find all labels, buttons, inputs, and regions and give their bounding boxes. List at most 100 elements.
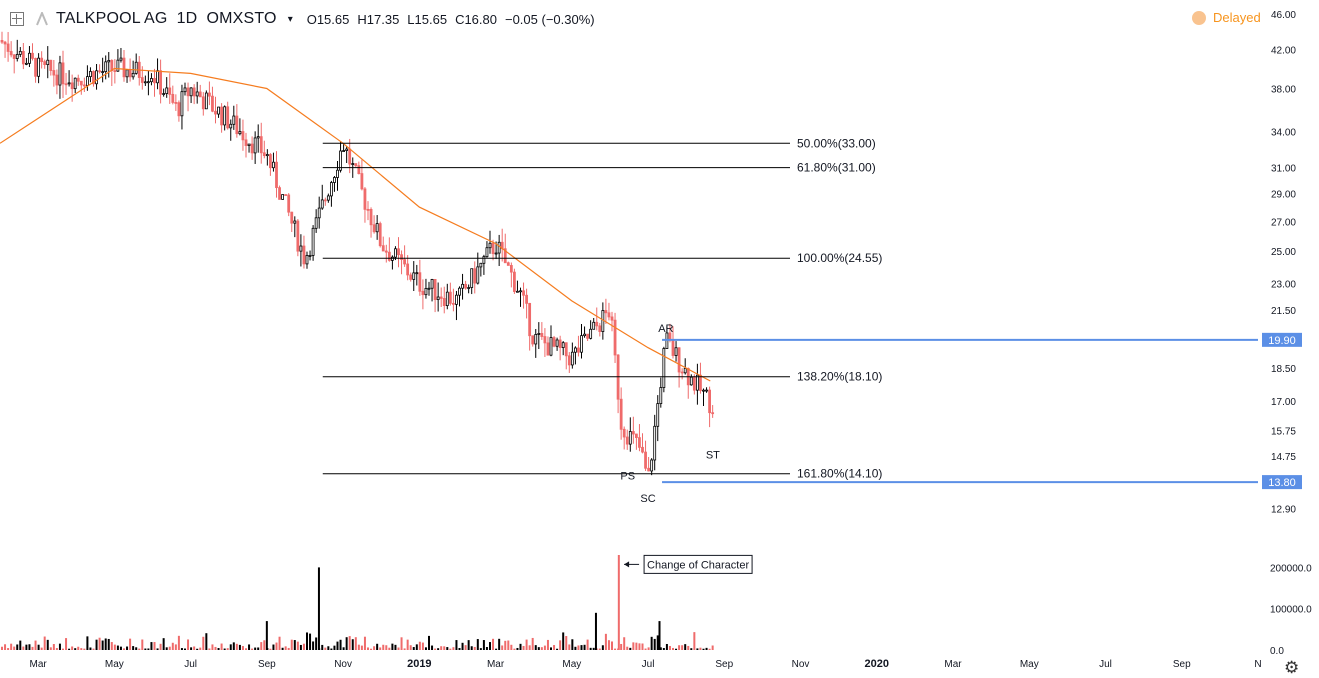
candle-body: [403, 259, 407, 265]
volume-bar: [177, 635, 180, 650]
interval[interactable]: 1D: [176, 10, 198, 27]
volume-bar: [16, 644, 19, 650]
volume-bar: [504, 640, 507, 650]
candle-body: [641, 446, 644, 453]
volume-bar: [342, 647, 345, 650]
candle-body: [241, 131, 245, 141]
volume-bar: [241, 646, 244, 650]
volume-bar: [278, 636, 281, 650]
candle-body: [509, 265, 513, 273]
candle-body: [631, 431, 635, 435]
volume-bar: [406, 639, 409, 650]
volume-axis[interactable]: 200000.0 100000.0 0.0: [1270, 563, 1312, 657]
candle-body: [479, 262, 483, 268]
time-axis[interactable]: Mar May Jul Sep Nov 2019 Mar May Jul Sep Nov 2020 Ma…: [30, 658, 1262, 670]
candle-body: [265, 154, 269, 157]
candle-body: [592, 321, 596, 330]
volume-bar: [165, 647, 168, 650]
volume-bar: [4, 644, 7, 650]
candle-body: [390, 256, 394, 261]
candle-body: [28, 52, 31, 64]
volume-bar: [577, 645, 580, 650]
volume-bar: [52, 644, 55, 650]
annotation-label: AR: [658, 323, 673, 335]
candle-body: [290, 211, 294, 224]
volume-bar: [455, 640, 458, 650]
candle-body: [400, 254, 403, 260]
square-plus-icon[interactable]: [10, 12, 24, 26]
candle-body: [104, 61, 108, 72]
volume-bar: [382, 644, 385, 650]
candle-body: [497, 241, 501, 254]
time-tick-label: Sep: [258, 659, 276, 670]
volume-bar: [46, 639, 49, 650]
volume-bar: [299, 644, 302, 650]
candle-body: [488, 242, 492, 249]
volume-bar: [559, 640, 562, 650]
volume-bar: [1, 646, 3, 650]
volume-bar: [443, 646, 446, 650]
candle-body: [595, 321, 599, 327]
exchange: OMXSTO: [206, 10, 277, 27]
candle-body: [464, 283, 468, 289]
candle-body: [705, 389, 708, 392]
candle-body: [415, 272, 419, 275]
candle-body: [64, 83, 68, 86]
volume-bar: [397, 647, 400, 650]
volume-series: [1, 555, 714, 650]
volume-bar: [71, 646, 74, 650]
time-tick-label: Jul: [184, 659, 197, 670]
volume-bar: [458, 648, 461, 650]
volume-bar: [394, 644, 397, 650]
delayed-badge[interactable]: Delayed: [1192, 10, 1261, 25]
fib-level-label: 61.80%(31.00): [797, 161, 876, 175]
volume-bar: [7, 648, 10, 650]
candle-series: [0, 31, 715, 476]
candle-body: [326, 195, 330, 201]
volume-bar: [174, 644, 177, 650]
volume-bar: [22, 646, 25, 650]
candle-body: [674, 347, 678, 356]
gear-icon[interactable]: ⚙: [1284, 658, 1300, 677]
time-tick-label: Jul: [642, 659, 655, 670]
candle-body: [134, 61, 138, 74]
volume-bar: [388, 647, 391, 650]
time-tick-label: Nov: [334, 659, 352, 670]
volume-bar: [309, 633, 312, 650]
candle-body: [18, 50, 22, 55]
volume-bar: [86, 636, 89, 650]
tradingview-logo-icon: [36, 12, 48, 26]
candle-body: [323, 199, 327, 202]
symbol-title[interactable]: TALKPOOL AG 1D OMXSTO: [56, 10, 286, 28]
candle-body: [296, 220, 300, 252]
volume-bar: [531, 637, 534, 650]
volume-bar: [327, 646, 330, 650]
candle-body: [708, 389, 711, 414]
volume-bar: [159, 643, 162, 650]
volume-bar: [367, 647, 369, 650]
volume-bar: [507, 640, 510, 650]
volume-bar: [58, 643, 61, 650]
time-tick-label: Mar: [944, 659, 962, 670]
volume-bar: [607, 640, 610, 650]
volume-bar: [684, 644, 687, 650]
volume-bar: [196, 648, 199, 650]
chevron-down-icon[interactable]: ▾: [287, 13, 293, 25]
candle-body: [583, 333, 586, 337]
volume-bar: [370, 648, 373, 650]
volume-bar: [357, 644, 360, 650]
volume-bar: [306, 632, 308, 650]
volume-bar: [180, 648, 183, 650]
annotation-box: [643, 554, 753, 574]
candle-body: [677, 347, 681, 373]
symbol-name: TALKPOOL AG: [56, 10, 168, 27]
price-axis[interactable]: 46.00 42.00 38.00 34.00 31.00 29.00 27.00 25.00…: [1271, 10, 1296, 515]
candle-body: [21, 50, 25, 65]
volume-bar: [360, 645, 363, 650]
fib-level-label: 100.00%(24.55): [797, 251, 882, 265]
volume-bar: [74, 648, 77, 650]
volume-bar: [431, 645, 434, 650]
candle-body: [351, 163, 355, 165]
volume-bar: [77, 646, 80, 650]
